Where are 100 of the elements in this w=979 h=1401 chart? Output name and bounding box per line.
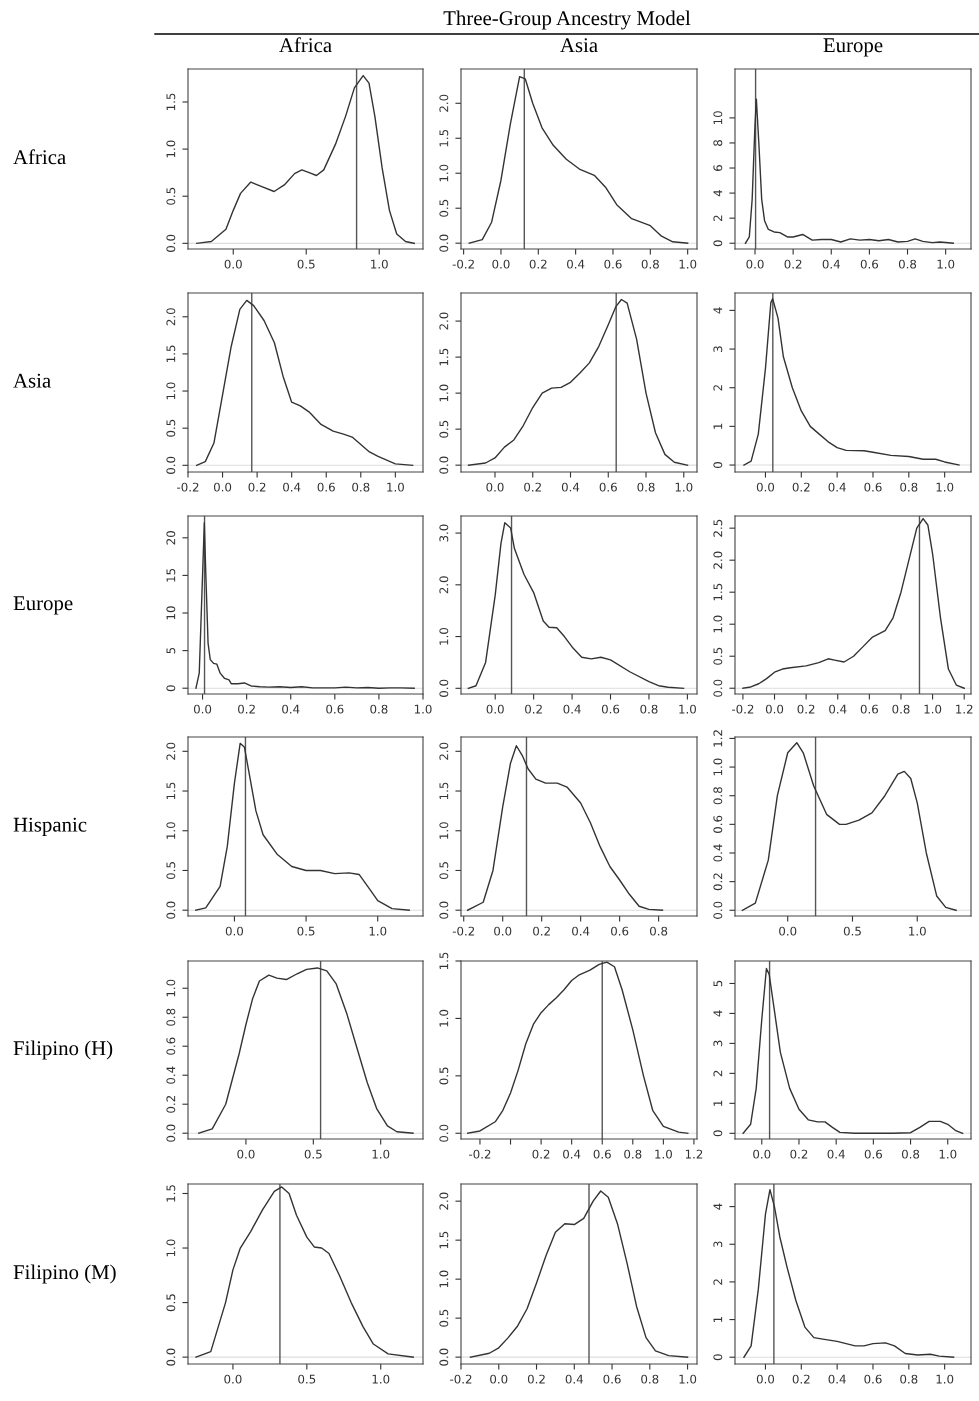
y-tick-label: 0.5 <box>439 1309 449 1327</box>
x-tick-label: 0.8 <box>898 259 917 269</box>
x-tick-label: 1.0 <box>675 482 693 492</box>
x-tick-label: 1.0 <box>936 482 954 492</box>
y-tick-label: 3.0 <box>439 524 449 542</box>
x-tick-label: 0.8 <box>352 482 370 492</box>
x-tick-label: 0.0 <box>492 259 510 269</box>
x-tick-label: 0.8 <box>641 1374 659 1384</box>
y-tick-label: 0.0 <box>439 234 449 252</box>
y-tick-label: 1.2 <box>713 730 723 747</box>
x-tick-label: 0.4 <box>572 926 590 936</box>
x-tick-label: 1.0 <box>936 1374 954 1384</box>
y-tick-label: 0 <box>166 685 176 692</box>
x-tick-label: 0.6 <box>860 259 879 269</box>
y-tick-label: 1.0 <box>166 822 176 839</box>
chart-title: Europe <box>823 38 883 57</box>
y-tick-label: 0.5 <box>439 1067 449 1085</box>
x-tick-label: 0.2 <box>529 259 547 269</box>
x-tick-label: 1.0 <box>679 704 696 714</box>
x-tick-label: 0.8 <box>624 1149 642 1159</box>
y-tick-label: 0 <box>713 462 723 469</box>
y-axis-title: Filipino (M) <box>13 1264 116 1284</box>
y-tick-label: 1.5 <box>713 583 723 601</box>
y-tick-label: 0.0 <box>713 901 723 919</box>
x-tick-label: 0.4 <box>828 1374 846 1384</box>
x-tick-label: 0.8 <box>900 482 918 492</box>
x-tick-label: 0.5 <box>843 926 861 936</box>
x-tick-label: 0.8 <box>892 704 910 714</box>
y-tick-label: 1 <box>713 1100 723 1106</box>
y-tick-label: 2 <box>713 215 723 222</box>
y-tick-label: 0.4 <box>166 1066 176 1084</box>
x-tick-label: 0.6 <box>317 482 335 492</box>
y-tick-label: 1.0 <box>713 758 723 776</box>
x-tick-label: 0.0 <box>225 926 244 936</box>
x-tick-label: 0.6 <box>864 1374 882 1384</box>
x-tick-label: 1.2 <box>685 1149 703 1159</box>
y-tick-label: 2.0 <box>439 1192 449 1210</box>
y-tick-label: 10 <box>713 111 723 125</box>
x-tick-label: 1.0 <box>909 926 926 936</box>
y-axis-title: Asia <box>13 373 51 388</box>
y-tick-label: 3 <box>713 346 723 352</box>
x-tick-label: 0.6 <box>603 1374 621 1384</box>
x-tick-label: 0.6 <box>593 1149 611 1159</box>
x-tick-label: -0.2 <box>452 259 474 269</box>
x-tick-label: 0.0 <box>224 259 242 269</box>
x-tick-label: 0.2 <box>790 1149 808 1159</box>
x-tick-label: 0.4 <box>282 704 300 714</box>
y-tick-label: 1.0 <box>166 140 176 158</box>
y-tick-label: 5 <box>166 647 176 654</box>
x-tick-label: 1.0 <box>369 926 387 936</box>
x-tick-label: 0.5 <box>297 259 315 269</box>
y-tick-label: 4 <box>713 1010 723 1017</box>
y-tick-label: 1.0 <box>439 1270 449 1288</box>
x-tick-label: 0.4 <box>567 259 585 269</box>
y-tick-label: 0.6 <box>166 1037 176 1055</box>
y-tick-label: 0.5 <box>439 862 449 880</box>
y-tick-label: 0.0 <box>713 679 723 697</box>
x-tick-label: 0.0 <box>224 1374 242 1384</box>
x-tick-label: 0.8 <box>640 704 658 714</box>
y-tick-label: 0.5 <box>439 420 449 438</box>
y-tick-label: 1.5 <box>439 129 449 147</box>
y-tick-label: 0.5 <box>439 199 449 217</box>
x-tick-label: 0.5 <box>297 926 315 936</box>
x-tick-label: 0.6 <box>864 482 882 492</box>
y-tick-label: 0.0 <box>166 1124 176 1142</box>
x-tick-label: 1.0 <box>679 259 697 269</box>
y-tick-label: 2.5 <box>713 519 723 537</box>
x-tick-label: 0.5 <box>304 1149 322 1159</box>
x-tick-label: 1.0 <box>679 1374 697 1384</box>
y-axis-title: Filipino (H) <box>13 1040 113 1060</box>
x-tick-label: 0.4 <box>829 704 847 714</box>
y-tick-label: 2.0 <box>439 94 449 112</box>
x-tick-label: 0.4 <box>565 1374 584 1384</box>
y-axis-title: Africa <box>13 149 66 165</box>
y-tick-label: 1.0 <box>166 979 176 997</box>
y-tick-label: 0.5 <box>166 862 176 880</box>
y-tick-label: 1.5 <box>166 345 176 362</box>
x-tick-label: 0.8 <box>370 704 388 714</box>
x-tick-label: 0.0 <box>756 482 775 492</box>
x-tick-label: -0.2 <box>469 1149 491 1159</box>
x-tick-label: 0.0 <box>756 1374 775 1384</box>
x-tick-label: 0.2 <box>533 926 550 936</box>
y-tick-label: 1.5 <box>439 952 449 970</box>
x-tick-label: 0.6 <box>860 704 878 714</box>
y-tick-label: 0.2 <box>166 1096 176 1113</box>
x-tick-label: 1.0 <box>371 259 388 269</box>
x-tick-label: 0.0 <box>490 1374 508 1384</box>
x-tick-label: 0.8 <box>637 482 655 492</box>
x-tick-label: 0.2 <box>792 482 810 492</box>
x-tick-label: 0.0 <box>486 704 504 714</box>
x-tick-label: 0.0 <box>213 482 232 492</box>
y-axis-title: Europe <box>13 596 73 615</box>
x-tick-label: 0.2 <box>525 704 542 714</box>
x-tick-label: 0.8 <box>901 1149 920 1159</box>
x-tick-label: 0.4 <box>561 482 580 492</box>
x-tick-label: 1.0 <box>655 1149 672 1159</box>
y-tick-label: 1.0 <box>713 615 723 633</box>
y-tick-label: 0.0 <box>439 901 449 919</box>
y-tick-label: 0.4 <box>713 844 723 862</box>
x-tick-label: 0.4 <box>822 259 840 269</box>
